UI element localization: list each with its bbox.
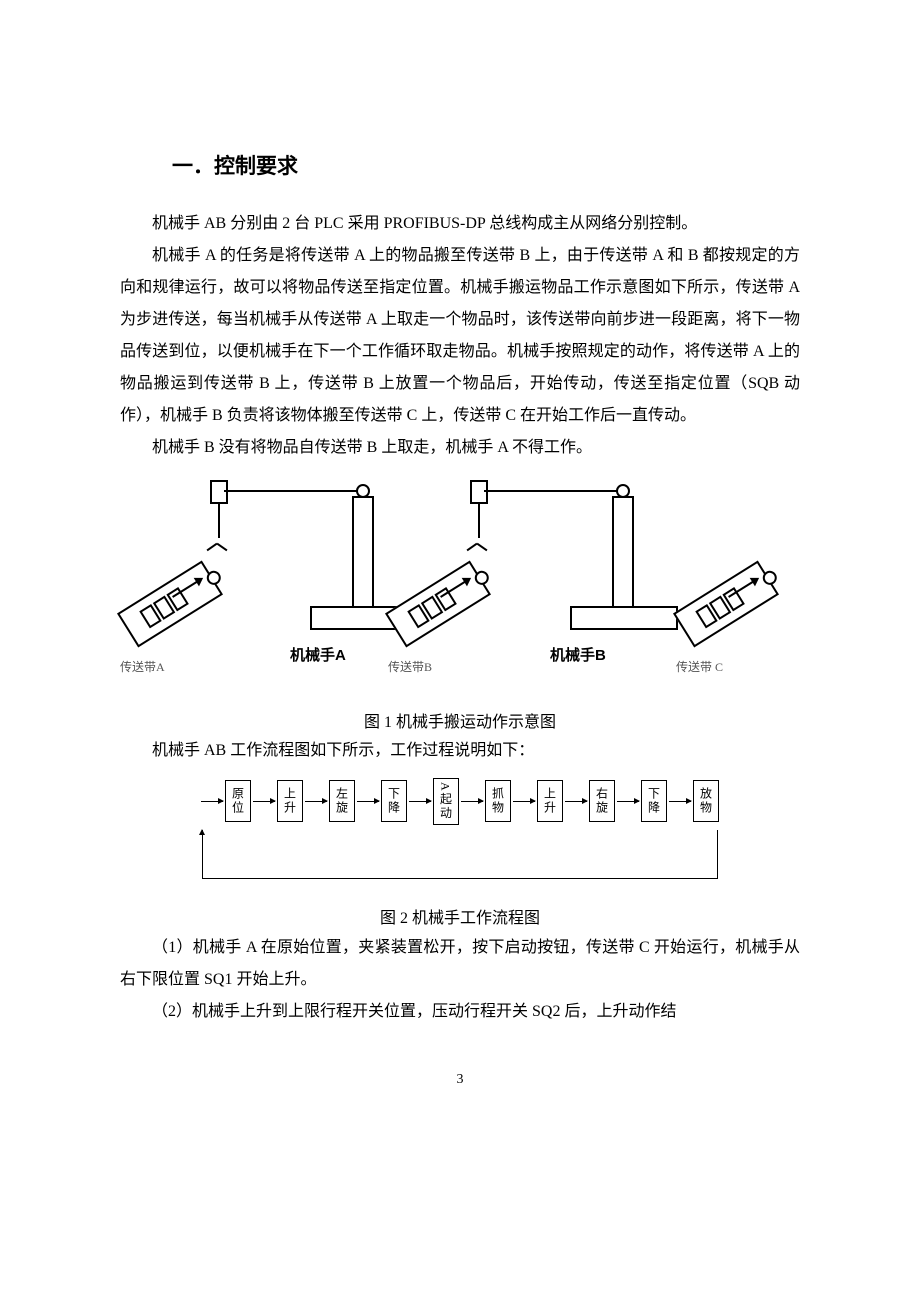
flow-arrow	[305, 801, 327, 802]
robot-a-label: 机械手A	[290, 644, 346, 665]
flow-step-5: 抓物	[485, 780, 511, 822]
flow-step-7: 右旋	[589, 780, 615, 822]
figure-2-caption: 图 2 机械手工作流程图	[120, 904, 800, 928]
figure-1-caption: 图 1 机械手搬运动作示意图	[120, 708, 800, 732]
flow-arrow	[565, 801, 587, 802]
section-heading: 一．控制要求	[172, 150, 800, 180]
flow-row: 原位 上升 左旋 下降 A起动 抓物 上升 右旋 下降 放物	[190, 778, 730, 825]
paragraph-3: 机械手 B 没有将物品自传送带 B 上取走，机械手 A 不得工作。	[120, 432, 800, 464]
flow-start-arrow	[201, 801, 223, 802]
belt-c: 传送带 C	[676, 584, 776, 624]
flow-step-1: 上升	[277, 780, 303, 822]
flow-step-3: 下降	[381, 780, 407, 822]
belt-b-label: 传送带B	[388, 658, 488, 675]
belt-c-label: 传送带 C	[676, 658, 776, 675]
flow-return-path	[202, 848, 718, 878]
flow-arrow	[409, 801, 431, 802]
page-number: 3	[120, 1072, 800, 1088]
paragraph-4: （1）机械手 A 在原始位置，夹紧装置松开，按下启动按钮，传送带 C 开始运行，…	[120, 932, 800, 996]
paragraph-2: 机械手 A 的任务是将传送带 A 上的物品搬至传送带 B 上，由于传送带 A 和…	[120, 240, 800, 432]
flow-arrow	[253, 801, 275, 802]
flow-arrow	[617, 801, 639, 802]
flow-step-2: 左旋	[329, 780, 355, 822]
flow-arrow	[513, 801, 535, 802]
flow-step-9: 放物	[693, 780, 719, 822]
paragraph-5: （2）机械手上升到上限行程开关位置，压动行程开关 SQ2 后，上升动作结	[120, 996, 800, 1028]
robot-b-label: 机械手B	[550, 644, 606, 665]
flow-step-4: A起动	[433, 778, 459, 825]
paragraph-1: 机械手 AB 分别由 2 台 PLC 采用 PROFIBUS-DP 总线构成主从…	[120, 208, 800, 240]
flow-step-0: 原位	[225, 780, 251, 822]
flow-step-8: 下降	[641, 780, 667, 822]
belt-b: 传送带B	[388, 584, 488, 624]
figure-1-diagram: 机械手A 机械手B 传送带A	[120, 472, 800, 702]
belt-a-label: 传送带A	[120, 658, 220, 675]
flow-arrow	[669, 801, 691, 802]
flow-arrow	[461, 801, 483, 802]
flow-step-6: 上升	[537, 780, 563, 822]
page: 一．控制要求 机械手 AB 分别由 2 台 PLC 采用 PROFIBUS-DP…	[0, 0, 920, 1148]
belt-a: 传送带A	[120, 584, 220, 624]
flow-arrow	[357, 801, 379, 802]
figure-1-subtext: 机械手 AB 工作流程图如下所示，工作过程说明如下：	[120, 736, 800, 760]
figure-2-flowchart: 原位 上升 左旋 下降 A起动 抓物 上升 右旋 下降 放物	[190, 778, 730, 898]
